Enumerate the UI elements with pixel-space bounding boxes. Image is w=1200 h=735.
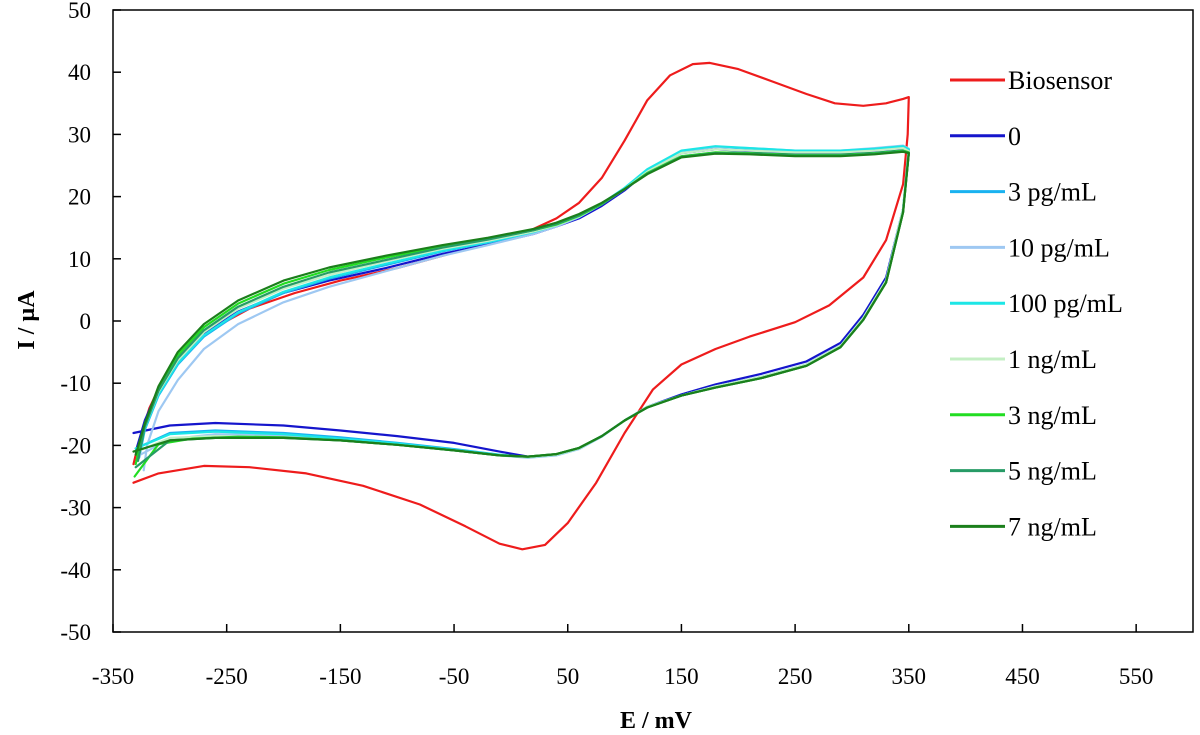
x-tick-label: -250 xyxy=(206,664,248,689)
x-tick-label: 150 xyxy=(664,664,699,689)
y-tick-label: 40 xyxy=(68,60,91,85)
series-line-10-pg-ml xyxy=(139,144,910,472)
x-tick-label: 450 xyxy=(1005,664,1040,689)
series-layer xyxy=(132,61,910,551)
y-tick-label: -10 xyxy=(60,371,91,396)
legend-label-biosensor: Biosensor xyxy=(1008,66,1112,95)
series-line-5-ng-ml xyxy=(134,150,910,469)
x-tick-label: -150 xyxy=(319,664,361,689)
x-tick-label: 250 xyxy=(778,664,813,689)
x-tick-label: 50 xyxy=(556,664,579,689)
legend-label-3-pg-ml: 3 pg/mL xyxy=(1008,178,1097,207)
legend-label-5-ng-ml: 5 ng/mL xyxy=(1008,457,1097,486)
y-tick-label: 0 xyxy=(80,309,92,334)
y-axis: -50 -40 -30 -20 -10 0 10 20 30 40 50 xyxy=(60,0,121,645)
legend-label-0: 0 xyxy=(1008,122,1021,151)
x-tick-label: -50 xyxy=(439,664,470,689)
y-tick-label: 50 xyxy=(68,0,91,23)
y-tick-label: 10 xyxy=(68,247,91,272)
y-tick-label: 20 xyxy=(68,185,91,210)
legend-label-100-pg-ml: 100 pg/mL xyxy=(1008,289,1123,318)
legend-label-10-pg-ml: 10 pg/mL xyxy=(1008,233,1110,262)
y-tick-label: -30 xyxy=(60,496,91,521)
x-axis: -350 -250 -150 -50 50 150 250 350 450 550 xyxy=(92,624,1153,689)
y-tick-label: -20 xyxy=(60,433,91,458)
series-line-7-ng-ml xyxy=(132,150,910,458)
x-tick-label: 550 xyxy=(1119,664,1154,689)
y-tick-label: 30 xyxy=(68,122,91,147)
y-axis-title: I / µA xyxy=(14,290,40,350)
series-line-1-ng-ml xyxy=(135,147,910,459)
y-tick-label: -40 xyxy=(60,558,91,583)
legend-label-1-ng-ml: 1 ng/mL xyxy=(1008,345,1097,374)
x-axis-title: E / mV xyxy=(620,708,693,734)
series-line-3-ng-ml xyxy=(133,149,910,478)
x-tick-label: -350 xyxy=(92,664,134,689)
y-tick-label: -50 xyxy=(60,620,91,645)
x-tick-label: 350 xyxy=(892,664,927,689)
legend-label-3-ng-ml: 3 ng/mL xyxy=(1008,401,1097,430)
legend-label-7-ng-ml: 7 ng/mL xyxy=(1008,512,1097,541)
legend: Biosensor 0 3 pg/mL 10 pg/mL 100 pg/mL 1 ng/m… xyxy=(950,66,1123,541)
